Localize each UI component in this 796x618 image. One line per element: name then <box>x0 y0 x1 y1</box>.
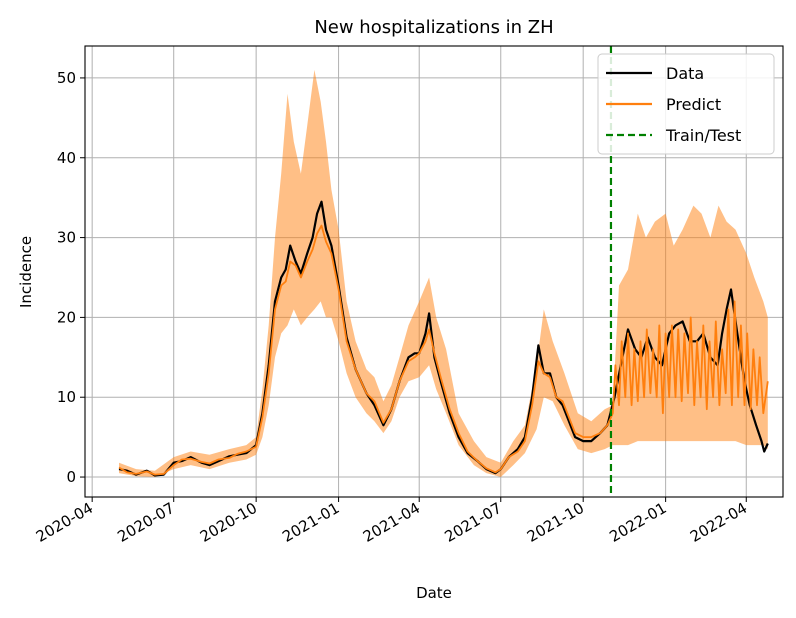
plot-frame <box>84 45 784 498</box>
series-predict-line <box>118 224 769 476</box>
x-axis-label: Date <box>416 584 452 602</box>
legend-predict-label: Predict <box>666 95 721 114</box>
prediction-band <box>119 69 768 478</box>
plot-content <box>118 46 769 497</box>
legend-traintest-label: Train/Test <box>665 126 741 145</box>
legend-box <box>597 53 775 155</box>
y-tick-label: 10 <box>57 388 76 406</box>
chart-title: New hospitalizations in ZH <box>314 17 553 38</box>
y-tick-label: 20 <box>57 308 76 326</box>
y-tick-label: 0 <box>66 468 76 486</box>
y-axis-label: Incidence <box>17 236 35 308</box>
legend: Data Predict Train/Test <box>597 53 775 155</box>
y-axis: 0 10 20 30 40 50 <box>57 69 85 486</box>
y-tick-label: 30 <box>57 229 76 247</box>
y-tick-label: 50 <box>57 69 76 87</box>
y-tick-label: 40 <box>57 149 76 167</box>
legend-data-label: Data <box>666 64 704 83</box>
